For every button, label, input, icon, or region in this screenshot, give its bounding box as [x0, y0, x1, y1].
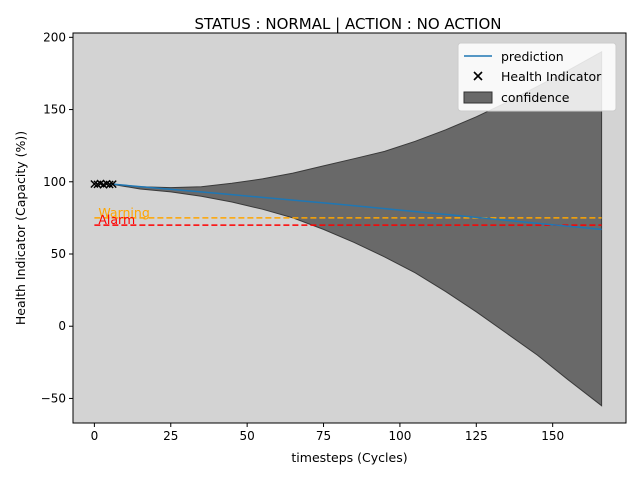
alarm-threshold-label: Alarm: [98, 212, 135, 227]
y-tick-label: 0: [58, 319, 66, 333]
legend-health-indicator-marker: [473, 71, 483, 81]
y-tick-label: −50: [41, 391, 66, 405]
legend-box: [457, 42, 617, 112]
health-indicator-marker: [90, 179, 99, 188]
x-tick-label: 25: [163, 429, 178, 443]
health-indicator-marker: [105, 180, 114, 189]
health-indicator-marker: [108, 180, 117, 189]
legend-confidence-swatch: [463, 91, 493, 104]
y-tick-label: 50: [51, 247, 66, 261]
y-axis-label: Health Indicator (Capacity (%)): [13, 131, 28, 325]
legend-health-indicator-label: Health Indicator: [501, 69, 602, 84]
x-tick-label: 0: [91, 429, 99, 443]
x-tick-label: 50: [240, 429, 255, 443]
x-tick-label: 125: [465, 429, 488, 443]
y-tick-label: 100: [43, 175, 66, 189]
prediction-line: [109, 183, 602, 231]
x-axis-label: timesteps (Cycles): [291, 450, 407, 465]
y-tick-label: 150: [43, 103, 66, 117]
legend-confidence-label: confidence: [501, 90, 570, 105]
y-tick-label: 200: [43, 30, 66, 44]
x-tick-label: 100: [388, 429, 411, 443]
x-tick-label: 75: [316, 429, 331, 443]
legend: prediction Health Indicator confidence: [457, 42, 617, 112]
legend-prediction-label: prediction: [501, 49, 564, 64]
chart-title: STATUS : NORMAL | ACTION : NO ACTION: [194, 15, 501, 33]
warning-threshold-label: Warning: [98, 205, 149, 220]
x-tick-label: 150: [541, 429, 564, 443]
plot-frame: [72, 32, 627, 424]
